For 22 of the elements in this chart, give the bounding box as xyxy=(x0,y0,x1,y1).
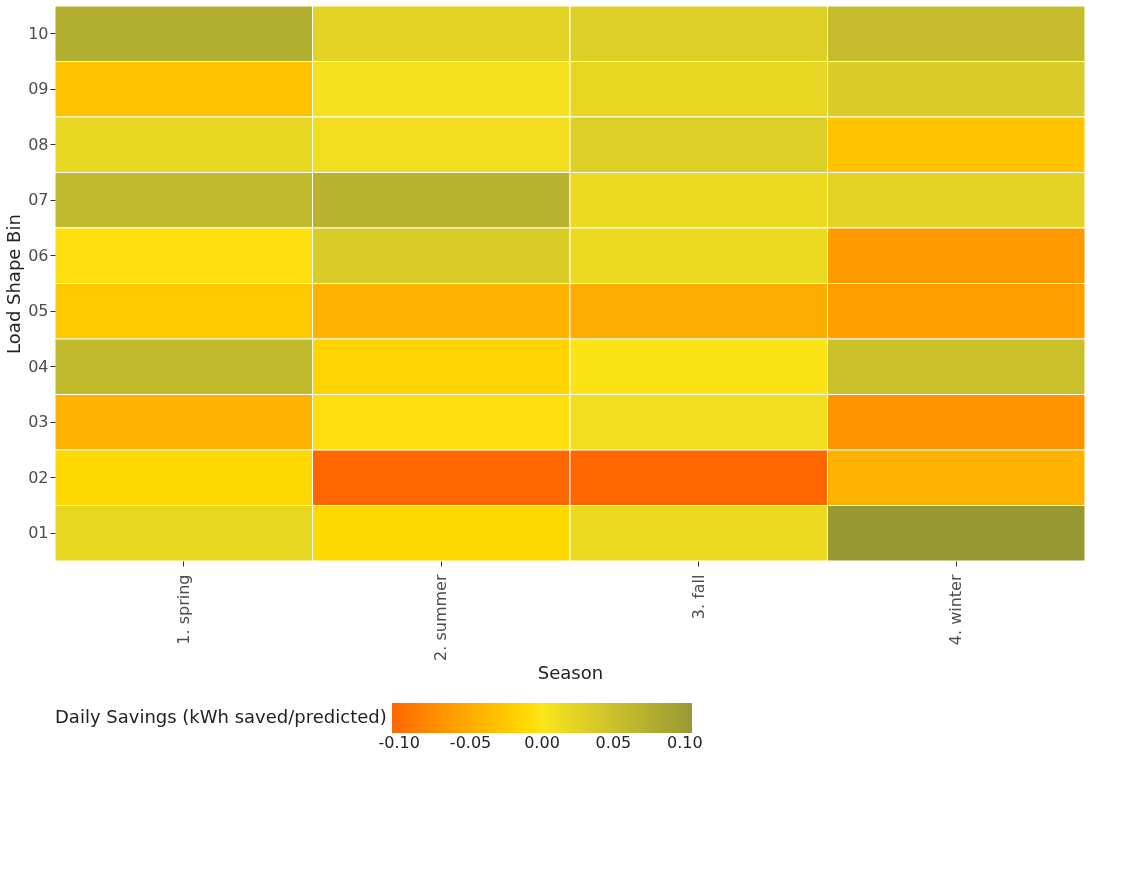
y-tick-label: 04 xyxy=(28,356,49,376)
y-axis-title: Load Shape Bin xyxy=(3,214,25,354)
y-tick-label: 01 xyxy=(28,523,49,543)
color-bar-label: 0.00 xyxy=(524,733,560,752)
y-tick-label: 10 xyxy=(28,23,49,43)
y-tick-label: 03 xyxy=(28,412,49,432)
y-tick-label: 05 xyxy=(28,301,49,321)
x-tick-label: 2. summer xyxy=(431,574,451,661)
y-tick-label: 07 xyxy=(28,190,49,210)
color-bar-label: 0.10 xyxy=(667,733,703,752)
x-tick-label: 1. spring xyxy=(173,574,193,645)
y-tick-label: 06 xyxy=(28,245,49,265)
x-tick-label: 3. fall xyxy=(688,574,708,620)
color-bar-title: Daily Savings (kWh saved/predicted) xyxy=(55,706,387,727)
y-tick-label: 09 xyxy=(28,79,49,99)
color-bar-label: -0.05 xyxy=(449,733,492,752)
color-bar-label: 0.05 xyxy=(595,733,632,752)
y-tick-label: 02 xyxy=(28,467,49,487)
x-axis-title: Season xyxy=(537,661,604,683)
y-tick-label: 08 xyxy=(28,134,49,154)
x-tick-label: 4. winter xyxy=(946,574,966,646)
color-bar-label: -0.10 xyxy=(378,733,420,752)
